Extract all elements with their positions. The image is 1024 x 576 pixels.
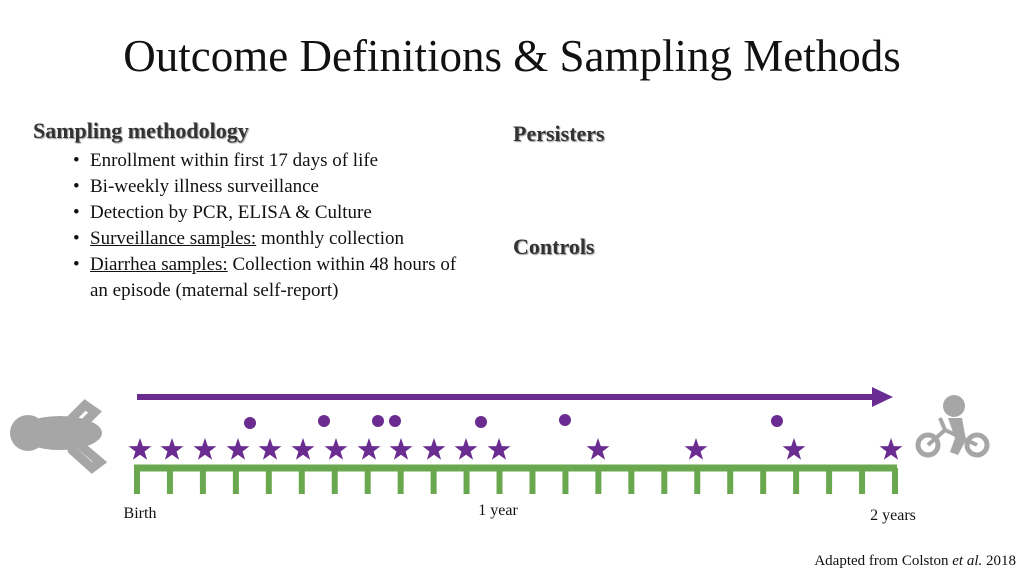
bullet-text: Enrollment within first 17 days of life — [90, 150, 379, 171]
bike-frame — [926, 417, 978, 447]
bullet-text: Collection within 48 hours of an episode… — [90, 254, 457, 301]
bullet-text: monthly collection — [260, 228, 404, 249]
citation-italic: et al. — [952, 553, 983, 569]
star — [454, 438, 478, 460]
baby-limbs — [65, 399, 108, 474]
bullet: Bi-weekly illness surveillance — [73, 174, 490, 200]
star — [357, 438, 381, 460]
citation: Adapted from Colston et al. 2018 — [814, 553, 1016, 570]
bullet: Surveillance samples: monthly collection — [73, 226, 490, 252]
timeline-label: 2 years — [870, 507, 916, 524]
star — [258, 438, 282, 460]
star — [160, 438, 184, 460]
star — [684, 438, 708, 460]
bike-wheel — [915, 432, 941, 458]
dot — [771, 415, 783, 427]
dot — [244, 417, 256, 429]
star — [389, 438, 413, 460]
dot — [475, 416, 487, 428]
bullet: Enrollment within first 17 days of life — [73, 148, 490, 174]
star — [226, 438, 250, 460]
section-heading: Persisters — [513, 121, 605, 146]
bullet-list: Enrollment within first 17 days of life … — [70, 148, 490, 304]
dot — [372, 415, 384, 427]
child-body — [948, 418, 966, 455]
bike-wheel — [964, 432, 990, 458]
timeline-label: Birth — [123, 505, 157, 522]
dot — [389, 415, 401, 427]
star — [487, 438, 511, 460]
dot — [318, 415, 330, 427]
section-heading: Controls — [513, 234, 595, 259]
star — [128, 438, 152, 460]
baby-head — [10, 415, 46, 451]
star — [291, 438, 315, 460]
bullet-text: Detection by PCR, ELISA & Culture — [90, 202, 372, 223]
citation-text: 2018 — [986, 553, 1016, 569]
bullet: Diarrhea samples: Collection within 48 h… — [73, 252, 470, 304]
arrow-head — [872, 387, 893, 407]
star — [324, 438, 348, 460]
child-head — [943, 395, 965, 417]
citation-text: Adapted from Colston — [814, 553, 949, 569]
star — [879, 438, 903, 460]
timeline-label: 1 year — [478, 502, 518, 519]
section-heading: Sampling methodology — [33, 118, 249, 143]
star — [586, 438, 610, 460]
star — [422, 438, 446, 460]
bullet-text: Bi-weekly illness surveillance — [90, 176, 319, 197]
bullet-label: Surveillance samples: — [90, 228, 257, 249]
star — [193, 438, 217, 460]
star — [782, 438, 806, 460]
slide-title: Outcome Definitions & Sampling Methods — [123, 31, 901, 81]
dot — [559, 414, 571, 426]
bullet-label: Diarrhea samples: — [90, 254, 228, 275]
bullet: Detection by PCR, ELISA & Culture — [73, 200, 490, 226]
